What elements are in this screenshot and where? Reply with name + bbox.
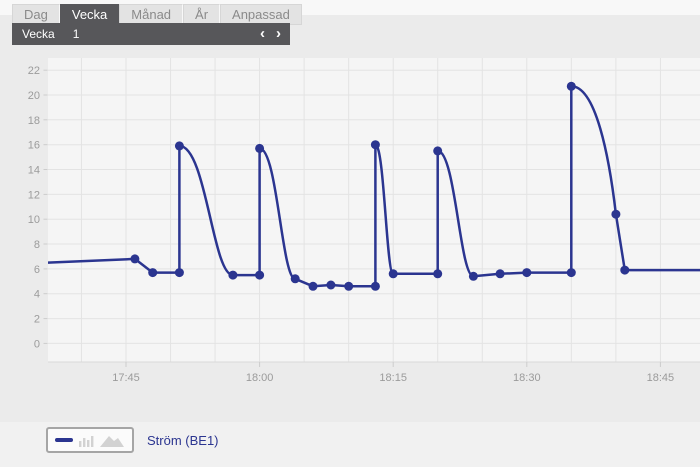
data-point[interactable] — [174, 141, 184, 151]
tab-anpassad[interactable]: Anpassad — [220, 4, 302, 25]
data-point[interactable] — [370, 281, 380, 291]
chart-type-selector[interactable] — [46, 427, 134, 453]
y-axis-label: 14 — [28, 165, 40, 177]
legend: Ström (BE1) — [46, 427, 219, 453]
data-point[interactable] — [566, 268, 576, 278]
x-axis-label: 18:00 — [246, 372, 274, 384]
y-axis-label: 10 — [28, 214, 40, 226]
data-point[interactable] — [522, 268, 532, 278]
data-point[interactable] — [174, 268, 184, 278]
tab-ar[interactable]: År — [183, 4, 221, 25]
data-point[interactable] — [566, 81, 576, 91]
tab-manad[interactable]: Månad — [119, 4, 184, 25]
prev-period-button[interactable]: ‹ — [260, 25, 265, 42]
data-point[interactable] — [370, 140, 380, 150]
data-point[interactable] — [433, 269, 443, 279]
data-point[interactable] — [620, 265, 630, 275]
y-axis-label: 6 — [34, 264, 40, 276]
data-point[interactable] — [290, 274, 300, 284]
next-period-button[interactable]: › — [276, 25, 281, 42]
y-axis-label: 2 — [34, 314, 40, 326]
line-chart: 0 2 4 6 8 10 12 14 16 18 20 22 17:45 18:00 18:15 18:30 1… — [28, 58, 700, 384]
tab-dag[interactable]: Dag — [12, 4, 60, 25]
y-axis-label: 0 — [34, 338, 40, 350]
period-type-label: Vecka — [22, 27, 55, 41]
data-point[interactable] — [388, 269, 398, 279]
data-point[interactable] — [228, 270, 238, 280]
period-value: 1 — [72, 27, 80, 41]
period-navigation: ‹ › — [260, 23, 281, 45]
data-point[interactable] — [148, 268, 158, 278]
tab-vecka[interactable]: Vecka — [59, 4, 120, 25]
data-point[interactable] — [468, 271, 478, 281]
x-axis-label: 18:30 — [513, 372, 541, 384]
legend-series-label[interactable]: Ström (BE1) — [147, 432, 219, 448]
period-tabs: Dag Vecka Månad År Anpassad — [12, 4, 302, 25]
series-line — [48, 85, 700, 288]
data-point[interactable] — [326, 280, 336, 290]
y-axis-label: 16 — [28, 140, 40, 152]
y-axis-label: 18 — [28, 115, 40, 127]
area-chart-icon — [100, 436, 124, 447]
bar-chart-icon — [79, 436, 94, 447]
y-axis-label: 4 — [34, 289, 40, 301]
period-bar: Vecka 1 ‹ › — [12, 23, 290, 45]
y-axis-label: 20 — [28, 90, 40, 102]
y-axis-label: 22 — [28, 65, 40, 77]
x-axis-label: 18:45 — [647, 372, 675, 384]
data-point[interactable] — [255, 143, 265, 153]
series-group — [48, 81, 700, 291]
x-axis-label: 17:45 — [112, 372, 140, 384]
data-point[interactable] — [344, 281, 354, 291]
data-point[interactable] — [495, 269, 505, 279]
data-point[interactable] — [611, 209, 621, 219]
plot-area — [48, 58, 700, 362]
y-axis-label: 8 — [34, 239, 40, 251]
y-axis-label: 12 — [28, 189, 40, 201]
data-point[interactable] — [255, 270, 265, 280]
data-point[interactable] — [433, 146, 443, 156]
data-point[interactable] — [308, 281, 318, 291]
data-point[interactable] — [130, 254, 140, 264]
x-axis-label: 18:15 — [379, 372, 407, 384]
line-chart-icon — [55, 438, 73, 442]
